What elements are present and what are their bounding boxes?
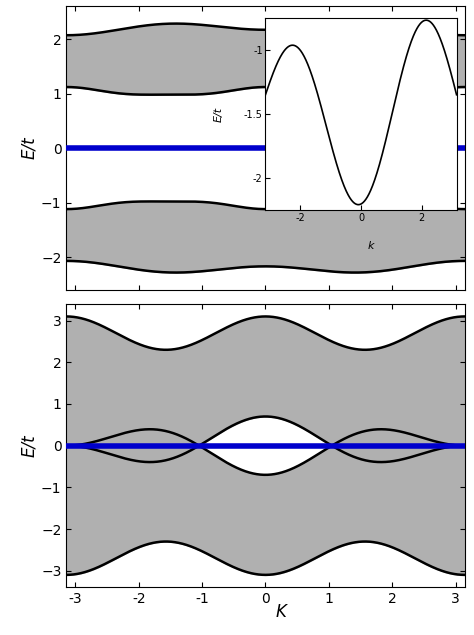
Y-axis label: E/t: E/t [20,434,38,457]
X-axis label: K: K [276,603,287,621]
Y-axis label: E/t: E/t [20,137,38,159]
